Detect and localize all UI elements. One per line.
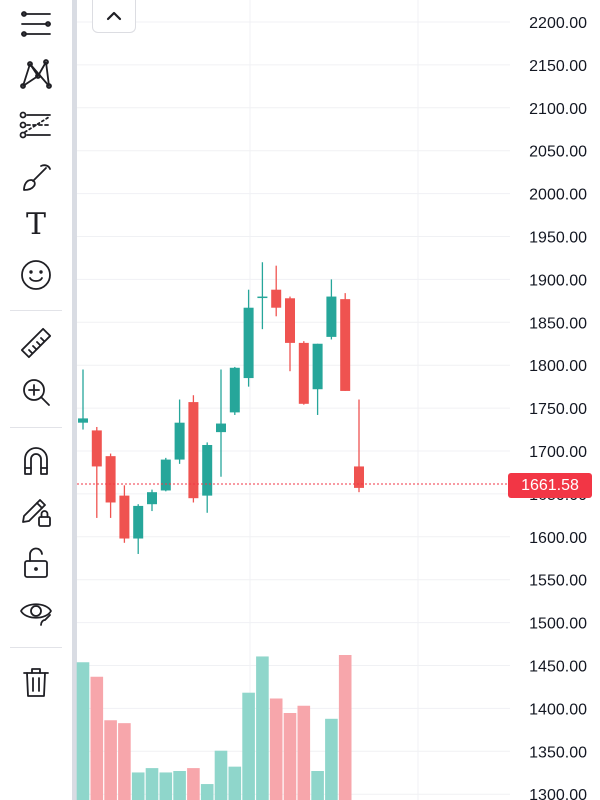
volume-bar (145, 768, 159, 800)
candle-body (147, 492, 157, 505)
volume-bar (131, 772, 145, 800)
unlock-icon[interactable] (13, 543, 59, 583)
candle-body (105, 456, 116, 503)
candle-body (229, 367, 240, 413)
toolbar-separator (10, 647, 62, 648)
volume-bar (242, 692, 255, 800)
candle-body (78, 418, 88, 423)
brush-icon[interactable] (13, 157, 59, 197)
price-tick-label: 2150.00 (529, 58, 587, 75)
volume-bar (187, 768, 200, 800)
volume-bar (311, 771, 324, 800)
toolbar-separator (10, 427, 62, 428)
volume-bar (173, 771, 186, 800)
volume-bar (159, 772, 173, 800)
price-tick-label: 1600.00 (529, 530, 587, 547)
text-icon[interactable]: T (13, 205, 59, 245)
volume-bar (118, 723, 131, 800)
volume-bar (104, 720, 117, 800)
zoom-in-icon[interactable] (13, 372, 59, 412)
candle-body (202, 444, 213, 496)
text-tool-glyph: T (25, 207, 46, 242)
candle-body (216, 423, 226, 433)
candle-body (257, 296, 268, 299)
volume-bar (338, 655, 352, 800)
candle-body (133, 505, 144, 539)
candle-body (354, 466, 364, 488)
volume-bar (325, 718, 338, 800)
chevron-up-icon (106, 11, 122, 21)
candle-body (188, 402, 199, 499)
toolbar-edge (72, 0, 77, 800)
current-price-label: 1661.58 (521, 477, 579, 494)
volume-bar (90, 676, 104, 800)
toolbar-separator (10, 310, 62, 311)
volume-bar (214, 750, 228, 800)
candle-body (340, 299, 351, 391)
price-tick-label: 1850.00 (529, 315, 587, 332)
price-tick-label: 2100.00 (529, 101, 587, 118)
candle-body (285, 298, 295, 343)
collapse-button[interactable] (92, 0, 136, 33)
eye-icon[interactable] (13, 591, 59, 631)
price-tick-label: 2000.00 (529, 187, 587, 204)
magnet-icon[interactable] (13, 441, 59, 481)
candle-body (243, 307, 254, 379)
trash-icon[interactable] (13, 662, 59, 702)
candle-body (160, 459, 171, 491)
volume-bar (76, 662, 90, 800)
candle-body (298, 342, 309, 404)
volume-bar (269, 698, 283, 800)
price-tick-label: 1700.00 (529, 444, 587, 461)
price-tick-label: 1400.00 (529, 701, 587, 718)
fib-retracement-icon[interactable] (13, 105, 59, 145)
xabcd-pattern-icon[interactable] (13, 54, 59, 94)
pencil-lock-icon[interactable] (13, 492, 59, 532)
price-tick-label: 2200.00 (529, 15, 587, 32)
candle-body (91, 430, 102, 467)
price-tick-label: 1900.00 (529, 272, 587, 289)
volume-bar (283, 713, 297, 800)
price-tick-label: 1500.00 (529, 616, 587, 633)
volume-bar (228, 766, 242, 800)
price-tick-label: 1450.00 (529, 659, 587, 676)
smiley-icon[interactable] (13, 255, 59, 295)
current-price-badge (508, 473, 592, 498)
volume-bar (200, 784, 214, 800)
ruler-icon[interactable] (13, 323, 59, 363)
volume-bar (256, 656, 269, 800)
price-tick-label: 1350.00 (529, 744, 587, 761)
price-tick-label: 1550.00 (529, 573, 587, 590)
drawing-toolbar: T (0, 0, 72, 800)
candle-body (174, 422, 185, 460)
candle-body (119, 495, 130, 539)
candle-body (326, 296, 337, 337)
price-tick-label: 1950.00 (529, 230, 587, 247)
horizontal-lines-icon[interactable] (13, 4, 59, 44)
candle-body (271, 289, 282, 308)
candle-body (312, 343, 323, 390)
volume-bar (297, 705, 311, 800)
price-tick-label: 1800.00 (529, 358, 587, 375)
price-tick-label: 2050.00 (529, 144, 587, 161)
price-tick-label: 1300.00 (529, 787, 587, 800)
price-tick-label: 1750.00 (529, 401, 587, 418)
